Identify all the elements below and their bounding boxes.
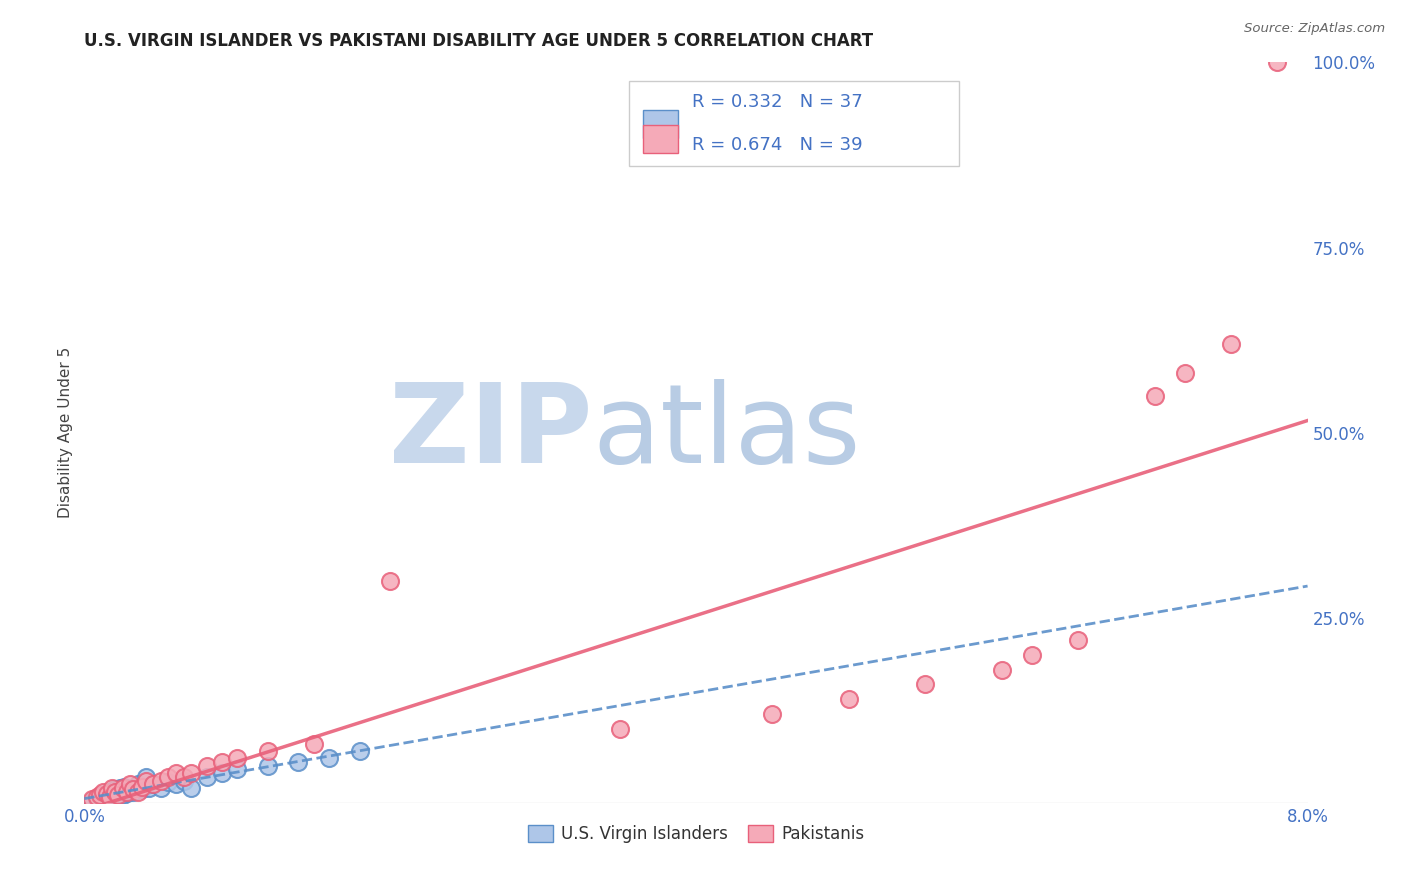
Point bbox=[165, 777, 187, 791]
Text: R = 0.674   N = 39: R = 0.674 N = 39 bbox=[692, 136, 863, 153]
Point bbox=[165, 766, 187, 780]
Text: U.S. VIRGIN ISLANDER VS PAKISTANI DISABILITY AGE UNDER 5 CORRELATION CHART: U.S. VIRGIN ISLANDER VS PAKISTANI DISABI… bbox=[84, 32, 873, 50]
FancyBboxPatch shape bbox=[628, 81, 959, 166]
Point bbox=[195, 758, 218, 772]
Point bbox=[761, 706, 783, 721]
Point bbox=[107, 789, 129, 803]
Point bbox=[94, 787, 117, 801]
Point bbox=[131, 782, 153, 797]
Point bbox=[131, 780, 153, 794]
Point bbox=[1021, 648, 1043, 662]
Point bbox=[107, 789, 129, 804]
Point bbox=[98, 789, 121, 804]
Point bbox=[195, 770, 218, 784]
Point bbox=[302, 737, 325, 751]
Point bbox=[380, 574, 402, 588]
Point bbox=[142, 777, 165, 791]
Text: Source: ZipAtlas.com: Source: ZipAtlas.com bbox=[1244, 22, 1385, 36]
Point bbox=[173, 770, 195, 784]
FancyBboxPatch shape bbox=[644, 111, 678, 138]
Point bbox=[211, 766, 233, 780]
Point bbox=[1174, 367, 1197, 381]
Point bbox=[89, 789, 111, 803]
Point bbox=[157, 775, 180, 789]
Text: R = 0.332   N = 37: R = 0.332 N = 37 bbox=[692, 94, 863, 112]
Point bbox=[1220, 336, 1243, 351]
Point bbox=[226, 763, 249, 777]
Point bbox=[110, 785, 132, 799]
Point bbox=[98, 789, 121, 803]
Point bbox=[80, 794, 103, 808]
Point bbox=[157, 770, 180, 784]
FancyBboxPatch shape bbox=[644, 125, 678, 153]
Point bbox=[112, 780, 135, 794]
Point bbox=[93, 791, 115, 805]
Point bbox=[1067, 632, 1090, 647]
Point bbox=[180, 780, 202, 795]
Point bbox=[122, 782, 145, 797]
Point bbox=[122, 785, 145, 799]
Point bbox=[86, 792, 108, 806]
Point bbox=[149, 773, 172, 788]
Legend: U.S. Virgin Islanders, Pakistanis: U.S. Virgin Islanders, Pakistanis bbox=[522, 819, 870, 850]
Point bbox=[127, 785, 149, 799]
Point bbox=[104, 785, 127, 799]
Point bbox=[86, 789, 108, 804]
Point bbox=[104, 782, 127, 797]
Point bbox=[211, 755, 233, 769]
Point bbox=[1143, 388, 1166, 402]
Point bbox=[105, 787, 128, 801]
Point bbox=[991, 663, 1014, 677]
Point bbox=[127, 777, 149, 791]
Point bbox=[318, 751, 340, 765]
Point bbox=[135, 770, 157, 784]
Y-axis label: Disability Age Under 5: Disability Age Under 5 bbox=[58, 347, 73, 518]
Point bbox=[257, 758, 280, 772]
Point bbox=[914, 677, 936, 691]
Point bbox=[101, 790, 124, 805]
Point bbox=[96, 789, 118, 804]
Point bbox=[120, 782, 142, 797]
Point bbox=[115, 785, 138, 799]
Text: ZIP: ZIP bbox=[388, 379, 592, 486]
Point bbox=[138, 780, 160, 795]
Point bbox=[609, 722, 631, 736]
Point bbox=[1265, 55, 1288, 70]
Point bbox=[101, 780, 124, 795]
Point bbox=[349, 744, 371, 758]
Text: atlas: atlas bbox=[592, 379, 860, 486]
Point bbox=[111, 780, 134, 795]
Point bbox=[96, 787, 118, 801]
Point bbox=[180, 766, 202, 780]
Point bbox=[108, 780, 131, 795]
Point bbox=[173, 773, 195, 788]
Point bbox=[149, 780, 172, 795]
Point bbox=[838, 692, 860, 706]
Point bbox=[135, 773, 157, 788]
Point bbox=[111, 789, 134, 803]
Point bbox=[115, 786, 138, 800]
Point bbox=[89, 789, 111, 804]
Point bbox=[142, 777, 165, 791]
Point bbox=[97, 785, 120, 799]
Point bbox=[80, 792, 103, 806]
Point bbox=[91, 789, 114, 803]
Point bbox=[91, 785, 114, 799]
Point bbox=[120, 777, 142, 791]
Point bbox=[287, 755, 309, 769]
Point bbox=[257, 744, 280, 758]
Point bbox=[226, 751, 249, 765]
